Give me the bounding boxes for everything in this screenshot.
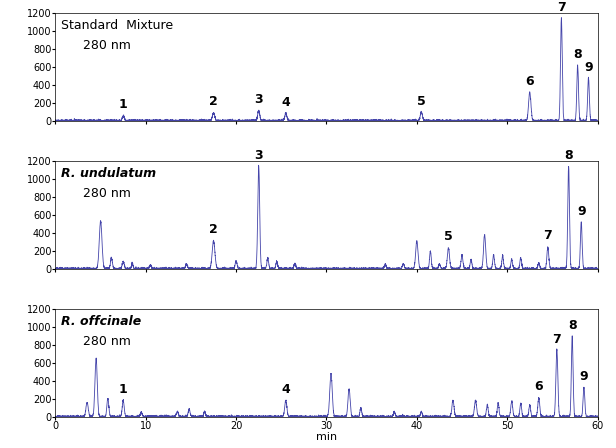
X-axis label: min: min [316, 432, 337, 442]
Text: 1: 1 [119, 98, 128, 111]
Text: 4: 4 [282, 96, 290, 109]
Text: 7: 7 [543, 229, 552, 242]
Text: 5: 5 [417, 95, 426, 108]
Text: 8: 8 [568, 319, 577, 332]
Text: 2: 2 [209, 95, 218, 108]
Text: 1: 1 [119, 383, 128, 396]
Text: 9: 9 [580, 370, 588, 383]
Text: 8: 8 [564, 149, 573, 162]
Text: 7: 7 [553, 333, 561, 346]
Text: 7: 7 [557, 1, 565, 14]
Text: 5: 5 [444, 230, 453, 243]
Text: 9: 9 [577, 205, 586, 218]
Text: 3: 3 [254, 149, 263, 162]
Text: 9: 9 [584, 61, 593, 74]
Text: 280 nm: 280 nm [83, 187, 131, 200]
Text: Standard  Mixture: Standard Mixture [61, 19, 173, 32]
Text: R. undulatum: R. undulatum [61, 167, 156, 180]
Text: 280 nm: 280 nm [83, 39, 131, 52]
Text: 8: 8 [573, 48, 582, 61]
Text: 6: 6 [525, 75, 534, 88]
Text: 3: 3 [254, 93, 263, 106]
Text: 2: 2 [209, 223, 218, 236]
Text: 6: 6 [535, 380, 543, 393]
Text: R. offcinale: R. offcinale [61, 315, 141, 328]
Text: 4: 4 [282, 383, 290, 396]
Text: 280 nm: 280 nm [83, 335, 131, 348]
